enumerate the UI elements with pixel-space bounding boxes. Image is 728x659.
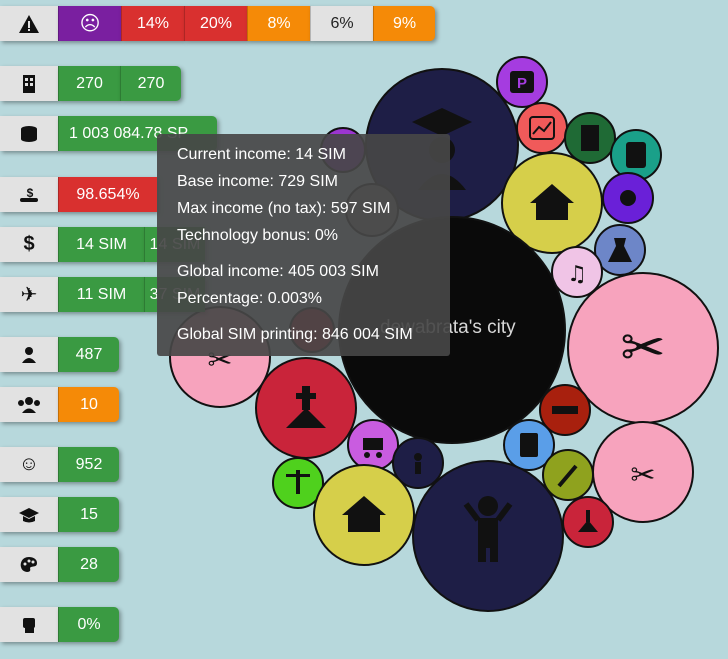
mood-indicator[interactable]: ☹: [58, 6, 121, 41]
bubble-protest[interactable]: [610, 129, 662, 181]
culture-row: 28: [0, 547, 119, 582]
population-value[interactable]: 487: [58, 337, 119, 372]
warning-icon: [0, 6, 58, 41]
bubble-music[interactable]: ♫: [551, 246, 603, 298]
tooltip-max-income: Max income (no tax): 597 SIM: [177, 200, 391, 217]
bubble-id-card[interactable]: [503, 419, 555, 471]
groups-row: 10: [0, 387, 119, 422]
tooltip-global-income: Global income: 405 003 SIM: [177, 263, 379, 280]
coins-icon: [0, 116, 58, 151]
bubble-salon-large[interactable]: ✂: [567, 272, 719, 424]
buildings-count[interactable]: 270: [58, 66, 120, 101]
segment-2[interactable]: 20%: [184, 6, 247, 41]
strength-row: 0%: [0, 607, 119, 642]
people-group-icon: [0, 387, 58, 422]
svg-text:✂: ✂: [620, 316, 665, 379]
happiness-row: ☺ 952: [0, 447, 119, 482]
groups-value[interactable]: 10: [58, 387, 119, 422]
tooltip-percentage: Percentage: 0.003%: [177, 290, 322, 307]
bubble-house-1[interactable]: [501, 152, 603, 254]
svg-text:P: P: [517, 75, 527, 92]
bubble-shop[interactable]: [347, 419, 399, 471]
warning-row: ☹ 14% 20% 8% 6% 9%: [0, 6, 435, 41]
person-icon: [0, 337, 58, 372]
buildings-row: 270 270: [0, 66, 181, 101]
buildings-max[interactable]: 270: [120, 66, 181, 101]
segment-4[interactable]: 6%: [310, 6, 373, 41]
culture-value[interactable]: 28: [58, 547, 119, 582]
tooltip-global-printing: Global SIM printing: 846 004 SIM: [177, 326, 413, 343]
segment-3[interactable]: 8%: [247, 6, 310, 41]
travel-value[interactable]: 11 SIM: [58, 277, 144, 312]
bubble-office[interactable]: [564, 112, 616, 164]
tax-row: $ 98.654%: [0, 177, 157, 212]
income-tooltip: Current income: 14 SIM Base income: 729 …: [157, 134, 450, 356]
bubble-child-small[interactable]: [392, 437, 444, 489]
tooltip-base-income: Base income: 729 SIM: [177, 173, 338, 190]
bubble-parking[interactable]: P: [496, 56, 548, 108]
tooltip-tech-bonus: Technology bonus: 0%: [177, 227, 338, 244]
tooltip-current-income: Current income: 14 SIM: [177, 146, 346, 163]
income-value[interactable]: 14 SIM: [58, 227, 144, 262]
bubble-tools[interactable]: [542, 449, 594, 501]
bubble-salon-right[interactable]: ✂: [592, 421, 694, 523]
fist-icon: [0, 607, 58, 642]
strength-value[interactable]: 0%: [58, 607, 119, 642]
education-value[interactable]: 15: [58, 497, 119, 532]
tax-value[interactable]: 98.654%: [58, 177, 157, 212]
bubble-gym[interactable]: [539, 384, 591, 436]
palette-icon: [0, 547, 58, 582]
bubble-house-2[interactable]: [313, 464, 415, 566]
building-icon: [0, 66, 58, 101]
svg-text:♫: ♫: [567, 262, 587, 287]
svg-text:$: $: [27, 186, 34, 200]
bubble-church-1[interactable]: [255, 357, 357, 459]
happiness-value[interactable]: 952: [58, 447, 119, 482]
education-row: 15: [0, 497, 119, 532]
graduation-cap-icon: [0, 497, 58, 532]
dollar-icon: $: [0, 227, 58, 262]
bubble-church-2[interactable]: [562, 496, 614, 548]
segment-1[interactable]: 14%: [121, 6, 184, 41]
bubble-lab[interactable]: [594, 224, 646, 276]
smile-icon: ☺: [0, 447, 58, 482]
segment-5[interactable]: 9%: [373, 6, 435, 41]
bubble-science[interactable]: [602, 172, 654, 224]
bubble-stats[interactable]: [516, 102, 568, 154]
population-row: 487: [0, 337, 119, 372]
svg-text:✂: ✂: [630, 458, 655, 493]
airplane-icon: ✈: [0, 277, 58, 312]
bubble-school[interactable]: [412, 460, 564, 612]
hand-money-icon: $: [0, 177, 58, 212]
bubble-justice[interactable]: [272, 457, 324, 509]
sad-face-icon: ☹: [79, 13, 101, 35]
